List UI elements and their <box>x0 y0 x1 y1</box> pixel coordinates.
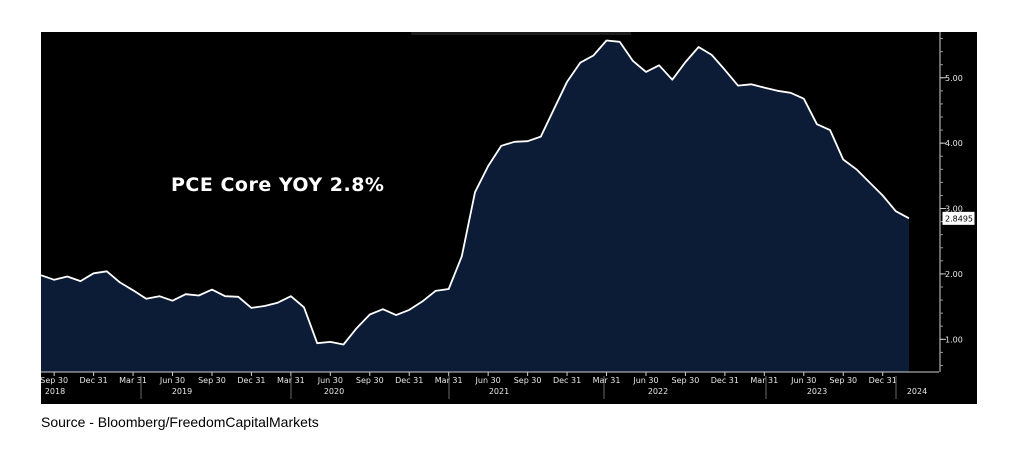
x-tick-label: Dec 31 <box>869 376 897 385</box>
x-tick-label: Dec 31 <box>237 376 265 385</box>
last-value-label: 2.8495 <box>945 214 973 223</box>
x-tick-label: Mar 31 <box>750 376 778 385</box>
year-label: 2018 <box>45 387 65 396</box>
year-label: 2021 <box>489 387 509 396</box>
x-tick-label: Sep 30 <box>198 376 226 385</box>
year-label: 2020 <box>324 387 344 396</box>
x-tick-label: Jun 30 <box>317 376 343 385</box>
x-tick-label: Mar 31 <box>593 376 621 385</box>
x-tick-label: Dec 31 <box>395 376 423 385</box>
series-area <box>41 40 909 372</box>
last-value-box <box>942 211 975 225</box>
x-tick-label: Sep 30 <box>356 376 384 385</box>
chart-panel: Sep 30 Dec 31 Mar 31 Jun 30 Sep 30 Dec 31 Mar … <box>41 32 977 404</box>
x-tick-label: Jun 30 <box>159 376 185 385</box>
x-tick-label: Sep 30 <box>829 376 857 385</box>
x-tick-label: Dec 31 <box>80 376 108 385</box>
year-label: 2022 <box>648 387 668 396</box>
x-tick-label: Sep 30 <box>672 376 700 385</box>
x-tick-label: Jun 30 <box>632 376 658 385</box>
x-tick-label: Mar 31 <box>119 376 147 385</box>
header-strip <box>411 32 631 35</box>
y-tick-label: 5.00 <box>945 74 963 83</box>
y-tick-label: 1.00 <box>945 335 963 344</box>
x-tick-label: Dec 31 <box>553 376 581 385</box>
year-label: 2023 <box>807 387 827 396</box>
year-label: 2024 <box>907 387 927 396</box>
x-tick-label: Jun 30 <box>790 376 816 385</box>
x-tick-label: Dec 31 <box>711 376 739 385</box>
x-tick-label: Jun 30 <box>475 376 501 385</box>
y-tick-label: 2.00 <box>945 270 963 279</box>
y-tick-label: 4.00 <box>945 139 963 148</box>
chart-title: PCE Core YOY 2.8% <box>171 174 385 196</box>
year-label: 2019 <box>172 387 192 396</box>
chart-svg: Sep 30 Dec 31 Mar 31 Jun 30 Sep 30 Dec 31 Mar … <box>41 32 975 399</box>
series-line <box>41 39 910 346</box>
x-tick-label: Sep 30 <box>514 376 542 385</box>
y-tick-label: 3.00 <box>945 205 963 214</box>
x-tick-label: Sep 30 <box>41 376 68 385</box>
source-note: Source - Bloomberg/FreedomCapitalMarkets <box>41 414 319 430</box>
